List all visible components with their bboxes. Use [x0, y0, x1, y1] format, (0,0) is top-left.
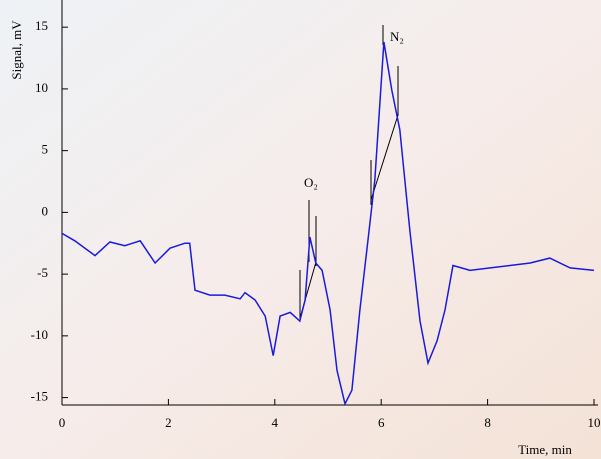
x-tick-label: 10 [588, 415, 601, 430]
x-tick-label: 6 [378, 415, 385, 430]
x-tick-label: 0 [59, 415, 66, 430]
x-tick-label: 2 [165, 415, 172, 430]
x-axis-label: Time, min [518, 442, 572, 457]
y-tick-label: -10 [31, 327, 48, 342]
y-axis-label: Signal, mV [9, 20, 24, 80]
annotation: O₂ [304, 175, 318, 190]
y-tick-label: -15 [31, 389, 48, 404]
y-tick-label: 0 [42, 203, 49, 218]
y-tick-label: 10 [35, 80, 48, 95]
y-tick-label: -5 [37, 265, 48, 280]
annotation: N₂ [390, 29, 404, 44]
y-tick-label: 5 [42, 142, 49, 157]
data-line [61, 41, 595, 406]
x-tick-label: 4 [272, 415, 279, 430]
y-tick-label: 15 [35, 18, 48, 33]
x-tick-label: 8 [484, 415, 491, 430]
